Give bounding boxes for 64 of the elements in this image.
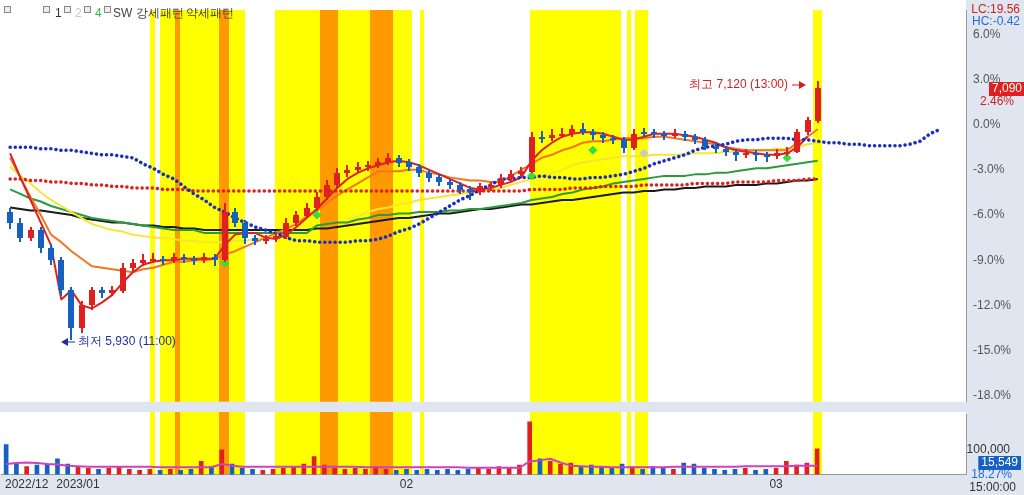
- x-tick-label: 2022/12: [4, 477, 49, 492]
- bar: [558, 463, 563, 475]
- point: [312, 210, 322, 220]
- text: LC:19.56: [971, 2, 1021, 17]
- annotation: 1: [55, 6, 62, 21]
- bar: [250, 469, 255, 475]
- bar: [106, 467, 112, 475]
- bar: [445, 469, 450, 475]
- text: 15,549: [981, 455, 1019, 470]
- x-tick-label: 2023/01: [56, 477, 100, 492]
- point: [639, 148, 649, 158]
- bar: [260, 470, 266, 475]
- y-tick-label: -9.0%: [973, 252, 1005, 267]
- bar: [609, 467, 615, 475]
- y-tick-label: -15.0%: [973, 342, 1012, 357]
- bar: [527, 421, 533, 475]
- bar: [126, 469, 132, 475]
- y-tick-label: -18.0%: [973, 388, 1012, 403]
- bar: [547, 461, 553, 475]
- text: 7,090: [991, 81, 1023, 96]
- bar: [701, 467, 707, 475]
- x-tick-label: 02: [399, 477, 414, 492]
- bar: [352, 467, 358, 475]
- bar: [178, 470, 183, 475]
- bar: [14, 463, 19, 475]
- y-tick-label: -6.0%: [973, 207, 1005, 222]
- bar: [404, 469, 409, 475]
- bar: [96, 469, 101, 475]
- text: 2.46%: [979, 94, 1015, 109]
- annotation: 최고 7,120 (13:00): [689, 77, 788, 92]
- text: 15:00:00: [969, 480, 1017, 495]
- bar: [363, 469, 368, 475]
- bar: [722, 470, 728, 475]
- annotation: 100,000: [966, 442, 1011, 457]
- bar: [753, 470, 758, 475]
- bar: [414, 470, 420, 475]
- bar: [219, 449, 225, 475]
- bar: [742, 467, 748, 475]
- bar: [137, 470, 142, 475]
- bar: [763, 469, 769, 475]
- bar: [332, 467, 337, 475]
- point: [527, 171, 537, 181]
- bar: [434, 470, 440, 475]
- annotation: 4: [95, 6, 102, 21]
- text: 18.27%: [971, 467, 1013, 482]
- y-tick-label: 6.0%: [973, 26, 1001, 41]
- y-tick-label: -3.0%: [973, 162, 1005, 177]
- point: [588, 145, 598, 155]
- x-tick-label: 03: [769, 477, 784, 492]
- bar: [168, 469, 173, 475]
- bar: [393, 470, 399, 475]
- bar: [85, 467, 91, 475]
- point: [782, 153, 792, 163]
- bar: [671, 469, 676, 475]
- bar: [239, 467, 245, 475]
- bar: [280, 467, 286, 475]
- bar: [640, 469, 645, 475]
- bar: [712, 469, 717, 475]
- y-tick-label: 0.0%: [973, 116, 1001, 131]
- bar: [486, 469, 491, 475]
- bar: [24, 466, 29, 475]
- text: HC:-0.42: [971, 14, 1021, 29]
- y-tick-label: -12.0%: [973, 297, 1012, 312]
- annotation: 약세패턴: [186, 6, 234, 21]
